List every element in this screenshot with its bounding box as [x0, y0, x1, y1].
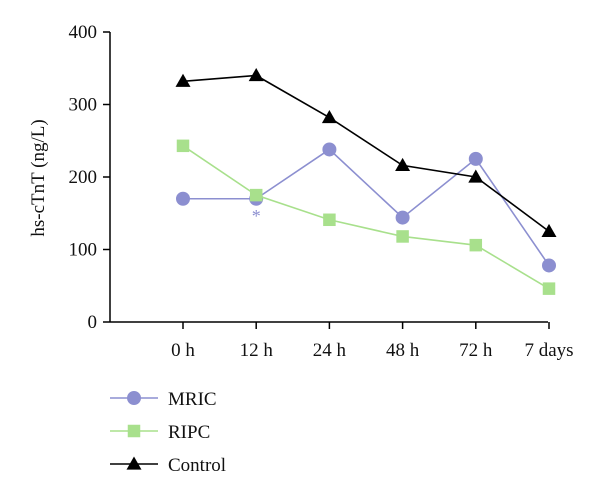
data-point	[176, 191, 190, 206]
data-point	[542, 258, 556, 273]
legend-label: MRIC	[168, 389, 217, 410]
data-point	[469, 238, 483, 252]
data-point	[321, 110, 337, 124]
data-point	[323, 213, 336, 227]
y-tick-label: 100	[69, 240, 98, 261]
data-point	[541, 223, 557, 237]
data-point	[395, 210, 410, 225]
legend-item-control: Control	[110, 455, 226, 476]
y-tick-label: 200	[69, 167, 98, 188]
series-line	[182, 145, 550, 290]
legend-marker	[127, 391, 141, 405]
x-tick-label: 24 h	[313, 340, 347, 361]
y-tick-label: 300	[69, 95, 98, 116]
data-point	[468, 169, 484, 183]
legend: MRIC RIPC Control	[110, 389, 226, 476]
x-tick-label: 7 days	[524, 340, 573, 361]
y-tick-label: 0	[88, 312, 98, 333]
y-tick-label: 400	[69, 22, 98, 43]
annotation-layer: *	[252, 206, 261, 226]
data-point	[176, 139, 190, 153]
legend-label: Control	[168, 455, 226, 476]
series-ripc	[176, 139, 556, 295]
series-control	[175, 68, 557, 237]
x-tick-label: 72 h	[459, 340, 493, 361]
data-point	[396, 230, 409, 243]
data-point	[468, 151, 483, 166]
x-tick-label: 12 h	[240, 340, 274, 361]
data-point	[249, 188, 263, 202]
legend-item-mric: MRIC	[110, 389, 217, 410]
x-tick-label: 0 h	[171, 340, 195, 361]
legend-item-ripc: RIPC	[110, 422, 210, 443]
data-point	[175, 73, 191, 87]
axes: 0 100 200 300 400 0 h 12 h 24 h 48 h 72 h 7 days	[69, 22, 574, 361]
legend-marker	[126, 456, 142, 470]
data-point	[395, 157, 411, 172]
data-point	[248, 68, 264, 82]
data-point	[322, 142, 337, 157]
series-line	[183, 148, 550, 266]
data-point	[542, 282, 556, 295]
y-axis-title: hs-cTnT (ng/L)	[28, 119, 49, 236]
series-layer	[175, 68, 557, 295]
legend-marker	[127, 424, 141, 438]
legend-label: RIPC	[168, 422, 210, 443]
x-tick-label: 48 h	[386, 340, 420, 361]
significance-asterisk: *	[252, 206, 261, 226]
series-line	[182, 74, 550, 233]
series-mric	[176, 142, 556, 273]
